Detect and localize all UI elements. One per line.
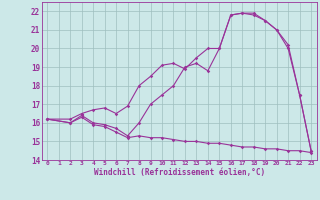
X-axis label: Windchill (Refroidissement éolien,°C): Windchill (Refroidissement éolien,°C)	[94, 168, 265, 177]
